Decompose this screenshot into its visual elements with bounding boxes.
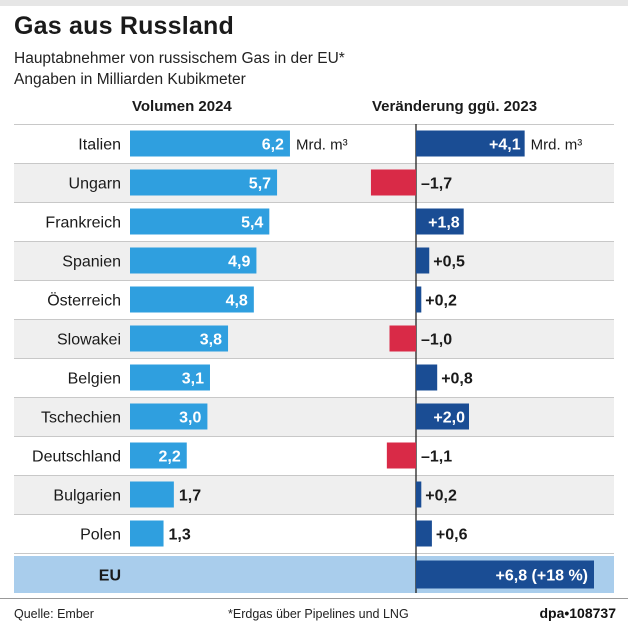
- volume-value-label: 6,2: [262, 137, 284, 154]
- volume-value-label: 1,7: [179, 488, 201, 505]
- volume-bar: [130, 208, 270, 235]
- chart-subtitle: Hauptabnehmer von russischem Gas in der …: [14, 50, 345, 67]
- change-bar-increase: [416, 247, 430, 274]
- category-label: Frankreich: [45, 215, 121, 232]
- row-stripe: [14, 241, 614, 280]
- volume-bar: [130, 286, 254, 313]
- total-label: EU: [99, 568, 121, 585]
- volume-value-label: 4,9: [228, 254, 250, 271]
- change-bar-decrease: [389, 325, 416, 352]
- change-unit-label: Mrd. m³: [531, 137, 583, 154]
- category-label: Bulgarien: [53, 488, 121, 505]
- change-bar-decrease: [386, 442, 416, 469]
- change-value-label: –1,7: [421, 176, 452, 193]
- row-stripe: [14, 163, 614, 202]
- total-change-label: +6,8 (+18 %): [496, 568, 589, 585]
- volume-bar: [130, 520, 164, 547]
- row-stripe: [14, 319, 614, 358]
- volume-value-label: 3,0: [179, 410, 201, 427]
- category-label: Polen: [80, 527, 121, 544]
- category-label: Tschechien: [41, 410, 121, 427]
- volume-value-label: 3,1: [182, 371, 204, 388]
- row-stripe: [14, 397, 614, 436]
- footnote: *Erdgas über Pipelines und LNG: [228, 607, 409, 621]
- change-bar-increase: [416, 481, 422, 508]
- change-bar-decrease: [370, 169, 416, 196]
- change-value-label: +0,6: [436, 527, 468, 544]
- volume-value-label: 2,2: [159, 449, 181, 466]
- category-label: Ungarn: [69, 176, 121, 193]
- volume-bar: [130, 325, 229, 352]
- change-value-label: +0,5: [433, 254, 465, 271]
- volume-value-label: 5,7: [249, 176, 271, 193]
- volume-value-label: 1,3: [169, 527, 191, 544]
- volume-bar: [130, 442, 187, 469]
- volume-bar: [130, 130, 290, 157]
- category-label: Italien: [78, 137, 121, 154]
- change-value-label: –1,0: [421, 332, 452, 349]
- change-bar-increase: [416, 130, 525, 157]
- change-value-label: +0,2: [425, 488, 457, 505]
- top-bar: [0, 0, 628, 6]
- category-label: Deutschland: [32, 449, 121, 466]
- volume-bar: [130, 364, 210, 391]
- category-label: Slowakei: [57, 332, 121, 349]
- change-value-label: –1,1: [421, 449, 452, 466]
- volume-bar: [130, 403, 208, 430]
- change-value-label: +4,1: [489, 137, 521, 154]
- total-change-bar: [416, 560, 594, 589]
- category-label: Belgien: [68, 371, 121, 388]
- chart-title: Gas aus Russland: [14, 12, 234, 40]
- column-header-change: Veränderung ggü. 2023: [372, 98, 538, 115]
- agency-credit: dpa•108737: [539, 605, 616, 621]
- change-value-label: +1,8: [428, 215, 460, 232]
- chart-unit-note: Angaben in Milliarden Kubikmeter: [14, 71, 246, 88]
- source-note: Quelle: Ember: [14, 607, 94, 621]
- change-bar-increase: [416, 364, 438, 391]
- category-label: Österreich: [47, 292, 121, 310]
- change-value-label: +0,2: [425, 293, 457, 310]
- volume-bar: [130, 247, 257, 274]
- volume-unit-label: Mrd. m³: [296, 137, 348, 154]
- change-bar-increase: [416, 208, 464, 235]
- volume-value-label: 3,8: [200, 332, 222, 349]
- change-bar-increase: [416, 403, 469, 430]
- change-value-label: +2,0: [433, 410, 465, 427]
- change-bar-increase: [416, 520, 432, 547]
- volume-value-label: 5,4: [241, 215, 263, 232]
- change-bar-increase: [416, 286, 422, 313]
- volume-bar: [130, 481, 174, 508]
- footer-divider: [0, 598, 628, 599]
- category-label: Spanien: [62, 254, 121, 271]
- row-stripe: [14, 475, 614, 514]
- column-header-volume: Volumen 2024: [132, 98, 232, 115]
- change-value-label: +0,8: [441, 371, 473, 388]
- volume-value-label: 4,8: [226, 293, 248, 310]
- volume-bar: [130, 169, 278, 196]
